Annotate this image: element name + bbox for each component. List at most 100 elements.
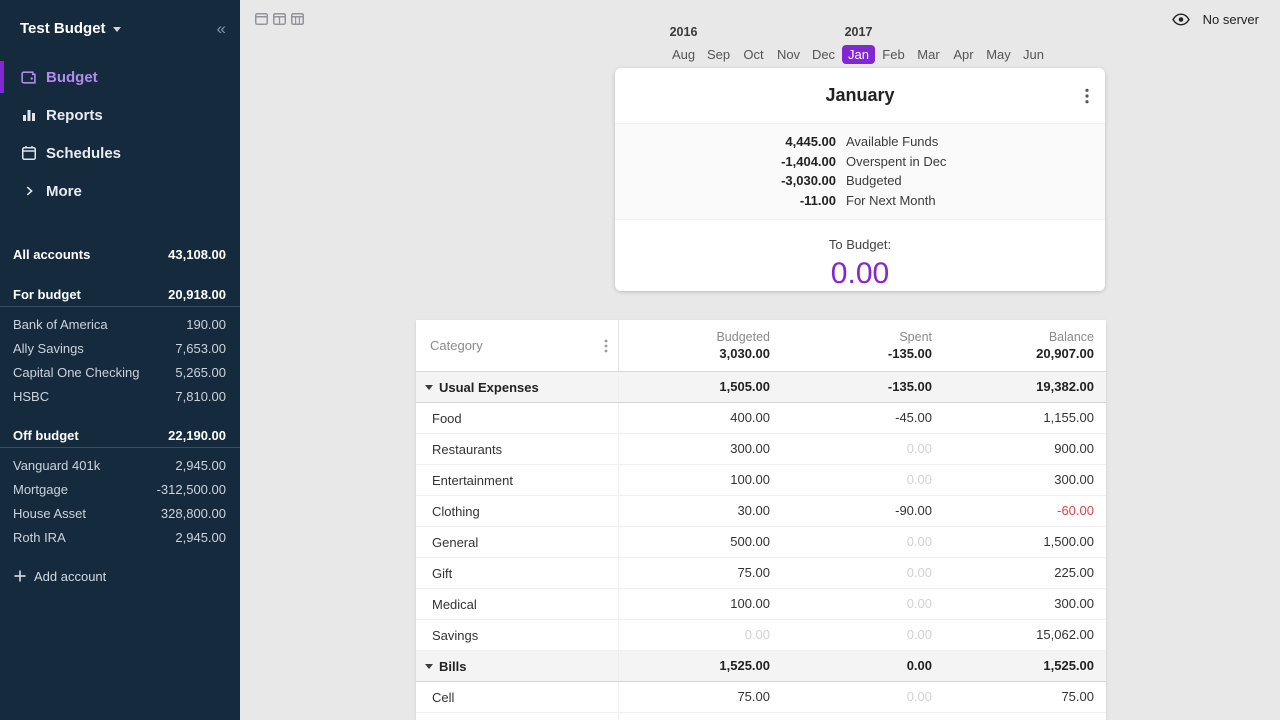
two-month-view-icon[interactable] (273, 12, 286, 25)
account-item[interactable]: Roth IRA 2,945.00 (0, 525, 240, 549)
month-button[interactable]: Feb (882, 46, 905, 62)
summary-label: Available Funds (846, 134, 939, 149)
month-buttons: Aug Sep Oct Nov Dec Jan Feb Mar Apr May … (666, 43, 1051, 65)
spent-cell[interactable]: 0.00 (906, 441, 932, 456)
month-button[interactable]: May (986, 46, 1011, 62)
category-name[interactable]: Entertainment (416, 465, 619, 495)
balance-cell[interactable]: 75.00 (1061, 689, 1094, 704)
account-item[interactable]: Capital One Checking 5,265.00 (0, 360, 240, 384)
budgeted-cell[interactable]: 300.00 (730, 441, 770, 456)
category-row[interactable]: Savings 0.00 0.00 15,062.00 (416, 620, 1106, 651)
budgeted-cell[interactable]: 30.00 (737, 503, 770, 518)
spent-cell[interactable]: -45.00 (895, 410, 932, 425)
category-name[interactable]: Savings (416, 620, 619, 650)
account-name: House Asset (13, 505, 86, 521)
category-name[interactable]: Restaurants (416, 434, 619, 464)
category-name[interactable]: Gift (416, 558, 619, 588)
spent-total: -135.00 (887, 346, 932, 361)
account-item[interactable]: Vanguard 401k 2,945.00 (0, 453, 240, 477)
account-item[interactable]: HSBC 7,810.00 (0, 384, 240, 408)
balance-cell[interactable]: 1,155.00 (1043, 410, 1094, 425)
category-row[interactable]: Restaurants 300.00 0.00 900.00 (416, 434, 1106, 465)
group-balance: 1,525.00 (1043, 658, 1094, 673)
month-button[interactable]: Dec (811, 46, 836, 62)
month-button[interactable]: Sep (706, 46, 731, 62)
budget-table: Category Budgeted 3,030.00 Spent -135.00… (416, 320, 1106, 720)
balance-cell[interactable]: 15,062.00 (1036, 627, 1094, 642)
category-row[interactable]: Food 400.00 -45.00 1,155.00 (416, 403, 1106, 434)
balance-cell[interactable]: 900.00 (1054, 441, 1094, 456)
budgeted-cell[interactable]: 100.00 (730, 596, 770, 611)
sidebar-item-more[interactable]: More (0, 172, 240, 210)
budgeted-cell[interactable]: 0.00 (744, 627, 770, 642)
category-group-row[interactable]: Bills 1,525.00 0.00 1,525.00 (416, 651, 1106, 682)
category-row[interactable]: Cell 75.00 0.00 75.00 (416, 682, 1106, 713)
for-budget-header[interactable]: For budget 20,918.00 (0, 282, 240, 307)
category-name[interactable]: Cell (416, 682, 619, 712)
account-item[interactable]: Ally Savings 7,653.00 (0, 336, 240, 360)
category-name[interactable]: General (416, 527, 619, 557)
balance-cell[interactable]: 225.00 (1054, 565, 1094, 580)
to-budget-amount[interactable]: 0.00 (830, 257, 890, 290)
account-item[interactable]: Mortgage -312,500.00 (0, 477, 240, 501)
summary-amount: -1,404.00 (781, 153, 836, 169)
month-button-selected[interactable]: Jan (841, 43, 876, 65)
plus-icon (14, 570, 26, 582)
account-item[interactable]: House Asset 328,800.00 (0, 501, 240, 525)
kebab-menu-icon[interactable] (1085, 88, 1089, 104)
month-button[interactable]: Jun (1023, 46, 1044, 62)
spent-cell[interactable]: 0.00 (906, 689, 932, 704)
month-button[interactable]: Apr (953, 46, 974, 62)
budgeted-cell[interactable]: 75.00 (737, 689, 770, 704)
server-status[interactable]: No server (1202, 12, 1259, 27)
collapse-sidebar-icon[interactable]: « (216, 18, 226, 38)
budget-name-menu[interactable]: Test Budget (20, 20, 121, 37)
category-name[interactable]: Food (416, 403, 619, 433)
category-row[interactable]: Entertainment 100.00 0.00 300.00 (416, 465, 1106, 496)
category-menu-icon[interactable] (604, 339, 608, 353)
balance-cell[interactable]: -60.00 (1057, 503, 1094, 518)
category-row[interactable]: General 500.00 0.00 1,500.00 (416, 527, 1106, 558)
category-row[interactable]: Gift 75.00 0.00 225.00 (416, 558, 1106, 589)
category-row[interactable]: Clothing 30.00 -90.00 -60.00 (416, 496, 1106, 527)
balance-header-cell: Balance 20,907.00 (943, 320, 1105, 371)
table-header: Category Budgeted 3,030.00 Spent -135.00… (416, 320, 1106, 372)
spent-cell[interactable]: 0.00 (906, 627, 932, 642)
balance-cell[interactable]: 300.00 (1054, 472, 1094, 487)
budgeted-cell[interactable]: 75.00 (737, 565, 770, 580)
category-row[interactable] (416, 713, 1106, 720)
month-button[interactable]: Mar (917, 46, 940, 62)
account-balance: 328,800.00 (160, 505, 226, 521)
category-row[interactable]: Medical 100.00 0.00 300.00 (416, 589, 1106, 620)
off-budget-header[interactable]: Off budget 22,190.00 (0, 423, 240, 448)
budgeted-cell[interactable]: 500.00 (730, 534, 770, 549)
budgeted-cell[interactable]: 400.00 (730, 410, 770, 425)
budgeted-cell[interactable]: 100.00 (730, 472, 770, 487)
balance-cell[interactable]: 300.00 (1054, 596, 1094, 611)
category-name[interactable]: Clothing (416, 496, 619, 526)
month-button[interactable]: Aug (671, 46, 696, 62)
sidebar-item-reports[interactable]: Reports (0, 96, 240, 134)
spent-cell[interactable]: 0.00 (906, 565, 932, 580)
balance-cell[interactable]: 1,500.00 (1043, 534, 1094, 549)
add-account-button[interactable]: Add account (0, 565, 240, 587)
three-month-view-icon[interactable] (291, 12, 304, 25)
month-button[interactable]: Nov (776, 46, 801, 62)
sidebar-item-budget[interactable]: Budget (0, 58, 240, 96)
spent-cell[interactable]: 0.00 (906, 472, 932, 487)
spent-header-cell: Spent -135.00 (781, 320, 943, 371)
spent-cell[interactable]: 0.00 (906, 534, 932, 549)
category-group-row[interactable]: Usual Expenses 1,505.00 -135.00 19,382.0… (416, 372, 1106, 403)
sidebar-item-schedules[interactable]: Schedules (0, 134, 240, 172)
collapse-group-icon[interactable] (425, 384, 433, 390)
month-button[interactable]: Oct (743, 46, 764, 62)
account-item[interactable]: Bank of America 190.00 (0, 312, 240, 336)
year-label: 2017 (844, 25, 873, 39)
spent-cell[interactable]: -90.00 (895, 503, 932, 518)
privacy-eye-icon[interactable] (1171, 13, 1190, 26)
all-accounts-row[interactable]: All accounts 43,108.00 (0, 243, 240, 265)
spent-cell[interactable]: 0.00 (906, 596, 932, 611)
collapse-group-icon[interactable] (425, 663, 433, 669)
one-month-view-icon[interactable] (255, 12, 268, 25)
category-name[interactable]: Medical (416, 589, 619, 619)
